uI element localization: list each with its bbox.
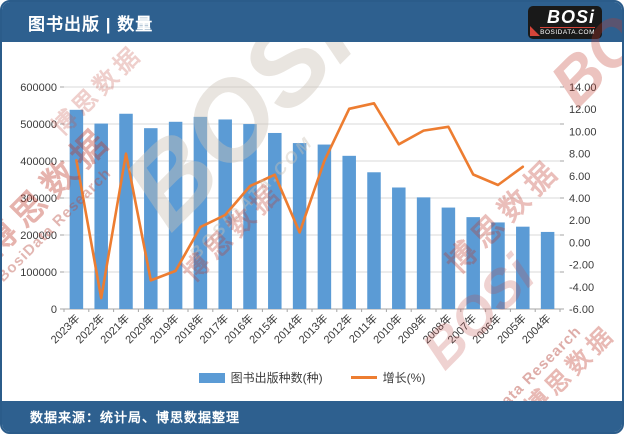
footer-bar: 数据来源：统计局、博思数据整理 [2, 401, 622, 432]
svg-text:14.00: 14.00 [569, 82, 597, 94]
svg-text:0.00: 0.00 [569, 237, 590, 249]
chart-legend: 图书出版种数(种) 增长(%) [2, 369, 622, 386]
svg-text:400000: 400000 [20, 156, 57, 168]
svg-text:600000: 600000 [20, 82, 57, 94]
page-title: 图书出版 | 数量 [28, 14, 154, 34]
svg-text:8.00: 8.00 [569, 149, 590, 161]
svg-text:-4.00: -4.00 [569, 282, 594, 294]
logo-text: BOSi [546, 7, 595, 27]
svg-text:10.00: 10.00 [569, 126, 597, 138]
svg-text:0: 0 [51, 304, 57, 316]
svg-text:-6.00: -6.00 [569, 304, 594, 316]
svg-text:6.00: 6.00 [569, 171, 590, 183]
legend-label-line: 增长(%) [382, 371, 426, 385]
legend-item-bars: 图书出版种数(种) [198, 369, 323, 386]
legend-swatch-line [350, 376, 377, 379]
svg-text:-2.00: -2.00 [569, 260, 594, 272]
logo-triangle-icon [530, 26, 541, 36]
svg-text:500000: 500000 [20, 119, 57, 131]
svg-text:12.00: 12.00 [569, 104, 597, 116]
legend-item-line: 增长(%) [350, 369, 426, 386]
svg-text:300000: 300000 [20, 193, 57, 205]
legend-swatch-bar [198, 372, 225, 383]
header-bar: 图书出版 | 数量 [2, 2, 622, 42]
legend-label-bars: 图书出版种数(种) [230, 371, 323, 385]
chart-canvas: 0 100000 200000 300000 400000 500000 600000 -6.… [20, 82, 597, 346]
bosi-logo: BOSi BOSIDATA.COM [528, 6, 602, 39]
svg-text:4.00: 4.00 [569, 193, 590, 205]
svg-text:100000: 100000 [20, 267, 57, 279]
svg-text:2.00: 2.00 [569, 215, 590, 227]
data-source-note: 数据来源：统计局、博思数据整理 [30, 410, 241, 425]
svg-text:200000: 200000 [20, 230, 57, 242]
logo-domain: BOSIDATA.COM [540, 27, 595, 36]
chart-area: 0 100000 200000 300000 400000 500000 600000 -6.… [2, 46, 622, 368]
